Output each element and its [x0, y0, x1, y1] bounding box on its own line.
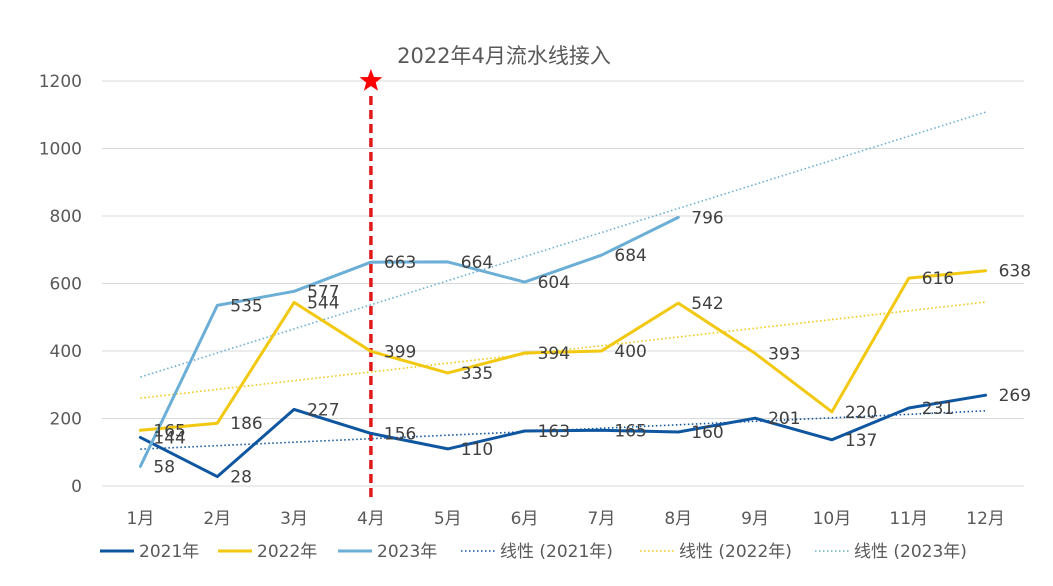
legend-label: 线性 (2022年)	[679, 542, 792, 562]
x-axis: 1月 2月 3月 4月 5月 6月 7月 8月 9月 10月 11月 12月	[127, 509, 1005, 529]
y-tick-label: 200	[50, 410, 82, 430]
y-tick-label: 1000	[39, 140, 82, 160]
data-label: 684	[614, 246, 646, 266]
data-label: 269	[999, 386, 1031, 406]
series-line	[138, 269, 988, 432]
x-tick-label: 5月	[434, 509, 462, 529]
data-label: 227	[307, 400, 339, 420]
legend-item: 2022年	[218, 542, 317, 562]
trendline	[140, 410, 986, 450]
series-line	[138, 215, 680, 468]
y-tick-label: 0	[71, 477, 82, 497]
data-label: 577	[307, 282, 339, 302]
data-label: 137	[845, 431, 877, 451]
data-label: 335	[461, 364, 493, 384]
data-label: 110	[461, 440, 493, 460]
data-label: 664	[461, 253, 493, 273]
x-tick-label: 2月	[203, 509, 231, 529]
data-label: 796	[691, 208, 723, 228]
data-label: 616	[922, 269, 954, 289]
x-tick-label: 11月	[889, 509, 928, 529]
y-tick-label: 800	[50, 207, 82, 227]
trendline	[140, 301, 986, 399]
data-label: 542	[691, 294, 723, 314]
legend-item: 线性 (2022年)	[640, 542, 792, 562]
trendlines	[140, 111, 986, 450]
legend-label: 2021年	[139, 542, 199, 562]
data-label: 399	[384, 342, 416, 362]
legend: 2021年 2022年 2023年 线性 (2021年) 线性 (2022年) 线性 (2…	[100, 542, 967, 562]
x-tick-label: 9月	[741, 509, 769, 529]
y-axis: 0 200 400 600 800 1000 1200	[39, 72, 82, 497]
legend-label: 2023年	[377, 542, 437, 562]
trendline	[140, 111, 986, 378]
data-label: 400	[614, 342, 646, 362]
data-label: 638	[999, 262, 1031, 282]
data-label: 28	[230, 468, 252, 488]
data-label: 201	[768, 409, 800, 429]
y-tick-label: 1200	[39, 72, 82, 92]
y-tick-label: 400	[50, 342, 82, 362]
legend-item: 2021年	[100, 542, 199, 562]
data-label: 144	[153, 428, 185, 448]
series-lines	[138, 215, 988, 479]
x-tick-label: 4月	[357, 509, 385, 529]
legend-item: 线性 (2023年)	[815, 542, 967, 562]
data-label: 535	[230, 296, 262, 316]
x-tick-label: 12月	[966, 509, 1005, 529]
legend-label: 线性 (2023年)	[854, 542, 967, 562]
data-label: 394	[538, 344, 570, 364]
series-line	[138, 393, 988, 479]
star-icon	[359, 69, 383, 91]
x-tick-label: 6月	[511, 509, 539, 529]
x-tick-label: 7月	[588, 509, 616, 529]
data-label: 165	[614, 421, 646, 441]
data-label: 156	[384, 424, 416, 444]
data-label: 393	[768, 344, 800, 364]
legend-label: 2022年	[257, 542, 317, 562]
chart-title: 2022年4月流水线接入	[397, 44, 611, 68]
legend-item: 线性 (2021年)	[461, 542, 613, 562]
data-label: 231	[922, 399, 954, 419]
data-label: 160	[691, 423, 723, 443]
data-label: 186	[230, 414, 262, 434]
data-label: 544	[307, 293, 339, 313]
data-label: 220	[845, 403, 877, 423]
data-label: 604	[538, 273, 570, 293]
x-tick-label: 3月	[280, 509, 308, 529]
data-label: 165	[153, 421, 185, 441]
data-label: 163	[538, 422, 570, 442]
x-tick-label: 8月	[664, 509, 692, 529]
legend-label: 线性 (2021年)	[500, 542, 613, 562]
x-tick-label: 10月	[813, 509, 852, 529]
legend-item: 2023年	[338, 542, 437, 562]
data-label: 663	[384, 253, 416, 273]
data-labels: 144 28 227 156 110 163 165 160 201 137 231 269 165 18…	[153, 208, 1031, 487]
x-tick-label: 1月	[127, 509, 155, 529]
y-tick-label: 600	[50, 275, 82, 295]
data-label: 58	[153, 457, 175, 477]
